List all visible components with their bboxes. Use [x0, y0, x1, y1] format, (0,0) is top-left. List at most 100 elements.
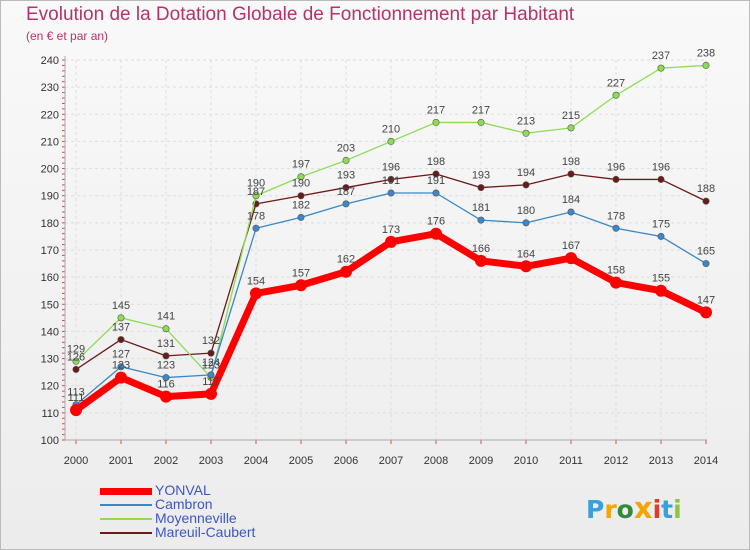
data-label: 155: [652, 273, 670, 285]
data-label: 123: [202, 360, 220, 372]
series-point: [342, 200, 350, 208]
legend-item: Mareuil-Caubert: [100, 524, 360, 540]
legend-swatch: [100, 488, 152, 495]
series-point: [522, 181, 530, 189]
x-tick-label: 2012: [604, 455, 628, 467]
data-label: 187: [247, 186, 265, 198]
data-label: 176: [427, 216, 445, 228]
series-point: [612, 224, 620, 232]
y-tick-label: 150: [41, 299, 59, 311]
legend: YONVAL Cambron Moyenneville Mareuil-Caubert: [100, 482, 360, 540]
series-point: [432, 118, 440, 126]
series-point: [70, 404, 82, 417]
series-point: [565, 252, 577, 265]
data-label: 113: [67, 387, 85, 399]
series-point: [295, 279, 307, 292]
proxiti-logo: Proxiti: [586, 491, 682, 525]
series-point: [252, 224, 260, 232]
data-label: 191: [427, 175, 445, 187]
data-label: 124: [202, 357, 220, 369]
series-point: [207, 349, 215, 357]
legend-label: YONVAL: [155, 482, 211, 498]
data-label: 131: [157, 338, 175, 350]
series-point: [610, 276, 622, 289]
legend-label: Mareuil-Caubert: [155, 524, 256, 540]
y-tick-label: 190: [41, 191, 59, 203]
data-label: 111: [68, 392, 85, 404]
legend-label: Cambron: [155, 496, 213, 512]
data-label: 116: [157, 379, 175, 391]
data-label: 158: [607, 265, 625, 277]
data-label: 215: [562, 110, 580, 122]
data-label: 166: [472, 243, 490, 255]
x-tick-label: 2008: [424, 455, 448, 467]
series-point: [72, 357, 80, 365]
series-point: [342, 184, 350, 192]
data-label: 164: [517, 248, 535, 260]
data-label: 165: [697, 246, 715, 258]
data-label: 188: [697, 183, 715, 195]
y-tick-label: 240: [41, 55, 59, 67]
y-tick-label: 120: [41, 381, 59, 393]
x-tick-label: 2006: [334, 455, 358, 467]
series-point: [657, 232, 665, 240]
data-label: 123: [157, 360, 175, 372]
series-point: [117, 336, 125, 344]
data-label: 193: [472, 170, 490, 182]
series-point: [72, 365, 80, 373]
data-label: 196: [382, 161, 400, 173]
x-tick-label: 2013: [649, 455, 673, 467]
x-tick-label: 2002: [154, 455, 178, 467]
series-point: [567, 208, 575, 216]
x-tick-label: 2003: [199, 455, 223, 467]
data-label: 126: [67, 351, 85, 363]
data-label: 147: [697, 294, 715, 306]
series-point: [340, 265, 352, 278]
series-point: [432, 189, 440, 197]
legend-swatch: [100, 504, 152, 506]
data-label: 203: [337, 142, 355, 154]
series-point: [342, 156, 350, 164]
data-label: 193: [337, 170, 355, 182]
chart-title: Evolution de la Dotation Globale de Fonc…: [26, 4, 575, 25]
data-label: 238: [697, 47, 715, 59]
data-label: 196: [607, 161, 625, 173]
legend-item: YONVAL: [100, 482, 360, 498]
series-point: [657, 175, 665, 183]
x-tick-label: 2007: [379, 455, 403, 467]
data-label: 180: [517, 205, 535, 217]
series-point: [385, 235, 397, 248]
series-point: [477, 184, 485, 192]
data-label: 117: [202, 376, 220, 388]
series-point: [522, 129, 530, 137]
y-tick-label: 100: [41, 435, 59, 447]
y-tick-label: 170: [41, 245, 59, 257]
series-point: [700, 306, 712, 319]
series-point: [477, 118, 485, 126]
data-label: 154: [247, 275, 265, 287]
series-point: [387, 189, 395, 197]
legend-swatch: [100, 518, 152, 520]
series-point: [117, 363, 125, 371]
data-label: 198: [427, 156, 445, 168]
data-label: 213: [517, 115, 535, 127]
data-label: 190: [247, 178, 265, 190]
series-point: [522, 219, 530, 227]
data-label: 178: [607, 210, 625, 222]
data-label: 137: [112, 322, 130, 334]
data-label: 217: [472, 104, 490, 116]
data-label: 198: [562, 156, 580, 168]
data-label: 129: [67, 343, 85, 355]
series-point: [297, 173, 305, 181]
series-point: [117, 314, 125, 322]
series-point: [430, 227, 442, 240]
series-point: [387, 175, 395, 183]
data-label: 145: [112, 300, 130, 312]
data-label: 175: [652, 218, 670, 230]
x-tick-label: 2001: [109, 455, 133, 467]
data-label: 237: [652, 50, 670, 62]
series-point: [655, 284, 667, 297]
y-tick-label: 160: [41, 272, 59, 284]
y-tick-label: 210: [41, 136, 59, 148]
